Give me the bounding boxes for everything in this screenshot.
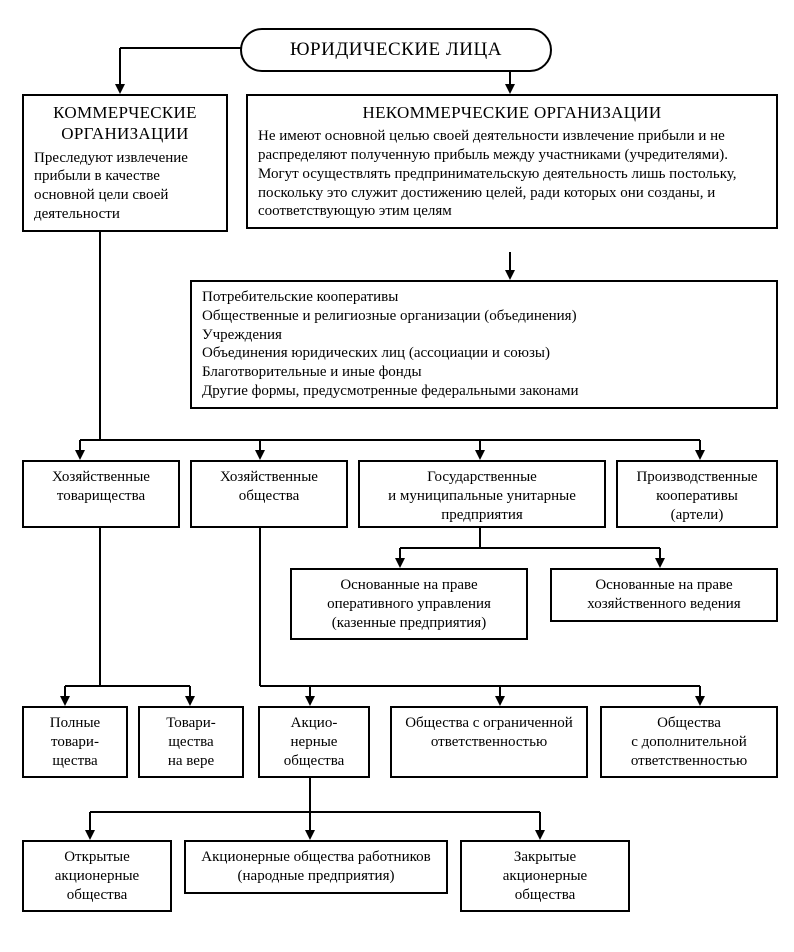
societies-node: Хозяйственные общества xyxy=(190,460,348,528)
unitary-node: Государственные и муниципальные унитарны… xyxy=(358,460,606,528)
closed-jsc-node: Закрытые акционерные общества xyxy=(460,840,630,912)
nc-type-5: Другие формы, предусмотренные федеральны… xyxy=(202,382,766,401)
open-jsc-node: Открытые акционерные общества xyxy=(22,840,172,912)
nc-type-2: Учреждения xyxy=(202,326,766,345)
noncommercial-node: НЕКОММЕРЧЕСКИЕ ОРГАНИЗАЦИИ Не имеют осно… xyxy=(246,94,778,229)
nc-type-0: Потребительские кооперативы xyxy=(202,288,766,307)
coops-node: Производственные кооперативы (артели) xyxy=(616,460,778,528)
commercial-node: КОММЕРЧЕСКИЕ ОРГАНИЗАЦИИ Преследуют извл… xyxy=(22,94,228,232)
partnerships-node: Хозяйственные товарищества xyxy=(22,460,180,528)
noncommercial-types-node: Потребительские кооперативы Общественные… xyxy=(190,280,778,409)
nc-type-1: Общественные и религиозные организации (… xyxy=(202,307,766,326)
unitary-economic-node: Основанные на праве хозяйственного веден… xyxy=(550,568,778,622)
noncommercial-body: Не имеют основной целью своей деятельнос… xyxy=(258,127,766,221)
nc-type-3: Объединения юридических лиц (ассоциации … xyxy=(202,344,766,363)
faith-partnership-node: Товари­щества на вере xyxy=(138,706,244,778)
workers-jsc-node: Акционерные общества работников (народны… xyxy=(184,840,448,894)
commercial-body: Преследуют извлече­ние прибыли в качес­т… xyxy=(34,149,216,224)
full-partnership-node: Полные товари­щества xyxy=(22,706,128,778)
limited-liability-node: Общества с ограниченной ответственностью xyxy=(390,706,588,778)
unitary-operational-node: Основанные на праве оперативного управле… xyxy=(290,568,528,640)
joint-stock-node: Акцио­нерные общества xyxy=(258,706,370,778)
commercial-heading: КОММЕРЧЕСКИЕ ОРГАНИЗАЦИИ xyxy=(34,102,216,145)
root-node: ЮРИДИЧЕСКИЕ ЛИЦА xyxy=(240,28,552,72)
additional-liability-node: Общества с дополнительной ответственност… xyxy=(600,706,778,778)
nc-type-4: Благотворительные и иные фонды xyxy=(202,363,766,382)
noncommercial-heading: НЕКОММЕРЧЕСКИЕ ОРГАНИЗАЦИИ xyxy=(258,102,766,123)
